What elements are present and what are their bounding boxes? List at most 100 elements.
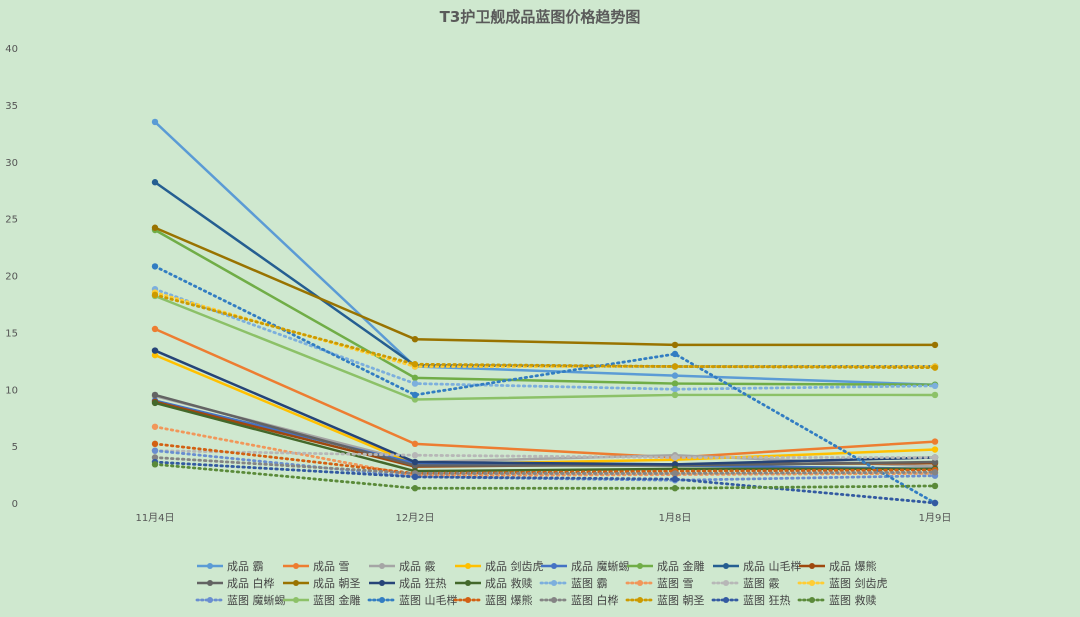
data-point (671, 386, 679, 393)
legend-item: 蓝图 金雕 (283, 593, 361, 607)
series-10 (151, 347, 939, 468)
data-point (671, 341, 679, 349)
legend-item: 成品 魔蜥蜴 (541, 559, 630, 573)
series-line (153, 264, 937, 505)
data-point (151, 291, 159, 299)
data-point (931, 454, 939, 461)
series-line (154, 228, 936, 386)
legend-marker (637, 597, 643, 603)
data-point (671, 454, 679, 461)
data-point (671, 380, 679, 387)
legend-label: 蓝图 朝圣 (657, 594, 705, 607)
legend-item: 成品 霸 (197, 560, 264, 573)
data-point (151, 347, 159, 354)
data-point (151, 224, 159, 231)
x-tick-label: 1月8日 (659, 512, 692, 524)
data-point (411, 440, 419, 448)
legend-label: 成品 剑齿虎 (485, 559, 544, 573)
legend-label: 蓝图 金雕 (313, 593, 361, 607)
legend-label: 成品 救赎 (485, 576, 533, 590)
y-axis-ticks: 0 5 10 15 20 25 30 35 40 (5, 44, 18, 510)
data-point (411, 473, 419, 481)
legend-label: 成品 金雕 (657, 559, 705, 573)
legend-label: 蓝图 雪 (657, 577, 694, 590)
data-point (151, 325, 159, 333)
legend-item: 蓝图 雪 (625, 577, 694, 590)
data-point (671, 350, 679, 358)
series-layer (151, 118, 939, 507)
series-line (153, 287, 937, 391)
data-point (931, 469, 939, 476)
legend-marker (809, 597, 815, 603)
legend-label: 成品 白桦 (227, 576, 275, 590)
y-tick-label: 5 (12, 442, 18, 453)
series-line (154, 401, 935, 473)
x-tick-label: 1月9日 (919, 512, 952, 524)
data-point (931, 499, 939, 507)
y-tick-label: 30 (5, 158, 18, 169)
y-tick-label: 40 (5, 44, 18, 55)
legend-marker (293, 597, 299, 603)
legend-item: 成品 剑齿虎 (455, 559, 544, 573)
legend-item: 蓝图 救赎 (797, 593, 877, 607)
legend-marker (723, 580, 729, 586)
x-axis-ticks: 11月4日 12月2日 1月8日 1月9日 (135, 512, 951, 524)
data-point (931, 364, 939, 371)
legend-marker (723, 563, 729, 569)
data-point (151, 447, 159, 454)
data-point (411, 336, 419, 343)
chart-title: T3护卫舰成品蓝图价格趋势图 (440, 8, 641, 26)
legend-marker (465, 580, 471, 586)
data-point (931, 382, 939, 390)
data-point (931, 446, 939, 453)
data-point (151, 179, 159, 186)
series-5 (151, 226, 939, 388)
data-point (931, 482, 939, 490)
legend-marker (293, 580, 299, 586)
legend-item: 蓝图 剑齿虎 (797, 576, 888, 590)
legend-marker (809, 580, 815, 586)
legend-label: 蓝图 剑齿虎 (829, 576, 888, 590)
legend-marker (637, 580, 643, 586)
legend-item: 蓝图 魔蜥蜴 (195, 593, 286, 607)
series-line (153, 460, 937, 505)
y-tick-label: 35 (5, 101, 18, 112)
series-17 (151, 292, 939, 403)
series-line (154, 349, 936, 466)
legend-label: 蓝图 爆熊 (485, 593, 533, 607)
legend-marker (809, 563, 815, 569)
data-point (931, 458, 939, 466)
legend-label: 蓝图 狂热 (743, 594, 791, 607)
series-21 (151, 291, 939, 371)
legend-label: 蓝图 白桦 (571, 593, 619, 607)
series-line (153, 293, 937, 370)
legend-marker (551, 597, 557, 603)
legend-label: 蓝图 霸 (571, 577, 608, 590)
data-point (671, 470, 679, 477)
series-0 (151, 118, 939, 388)
legend-item: 成品 朝圣 (283, 577, 361, 590)
legend-label: 成品 魔蜥蜴 (571, 559, 630, 573)
y-tick-label: 10 (5, 385, 18, 396)
series-line (153, 449, 937, 459)
legend-marker (551, 563, 557, 569)
data-point (671, 475, 679, 483)
legend-item: 成品 白桦 (197, 576, 275, 590)
legend-item: 成品 雪 (283, 560, 350, 573)
legend-label: 成品 霸 (227, 560, 264, 573)
legend-label: 蓝图 救赎 (829, 593, 877, 607)
legend-label: 蓝图 魔蜥蜴 (227, 593, 286, 607)
data-point (411, 361, 419, 368)
x-tick-label: 12月2日 (395, 512, 434, 524)
series-line (154, 327, 936, 459)
legend-label: 成品 狂热 (399, 577, 447, 590)
data-point (931, 438, 939, 445)
legend-label: 成品 爆熊 (829, 559, 877, 573)
series-line (154, 181, 935, 368)
data-point (671, 485, 679, 492)
legend-marker (551, 580, 557, 586)
legend-item: 蓝图 霰 (711, 577, 780, 590)
series-9 (151, 224, 939, 349)
series-line (154, 121, 936, 386)
